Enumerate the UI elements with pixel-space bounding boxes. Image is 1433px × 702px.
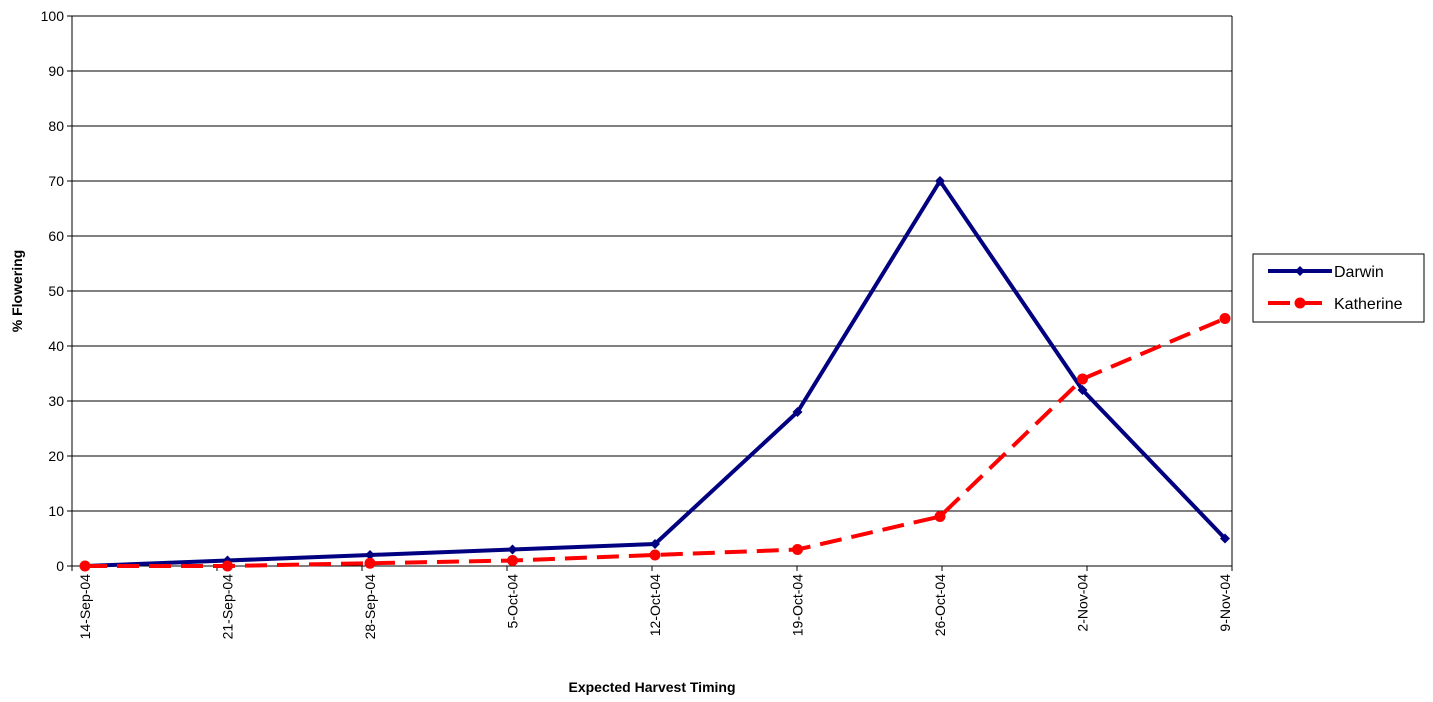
data-point-darwin — [365, 550, 375, 560]
y-tick-label: 30 — [48, 393, 64, 409]
gridlines — [72, 15, 1232, 512]
x-axis-title: Expected Harvest Timing — [568, 679, 735, 695]
data-point-darwin — [935, 176, 945, 186]
x-axis-ticks: 14-Sep-04 21-Sep-04 28-Sep-04 5-Oct-04 12-Oc… — [71, 566, 1233, 640]
data-point-darwin — [507, 544, 518, 555]
data-point-darwin — [650, 539, 660, 549]
data-point-darwin — [1077, 385, 1088, 395]
legend-marker-darwin — [1295, 266, 1305, 276]
y-tick-label: 70 — [48, 173, 64, 189]
y-tick-label: 80 — [48, 118, 64, 134]
data-point-katherine — [507, 555, 518, 566]
x-tick-label: 9-Nov-04 — [1217, 574, 1233, 632]
data-point-katherine — [934, 511, 946, 522]
data-point-katherine — [79, 560, 91, 572]
data-point-darwin — [792, 407, 803, 417]
data-point-katherine — [222, 560, 233, 572]
legend-label-darwin: Darwin — [1334, 264, 1384, 281]
series-line-darwin — [84, 177, 1227, 568]
y-tick-label: 60 — [48, 228, 64, 244]
y-tick-label: 40 — [48, 338, 64, 354]
y-tick-label: 20 — [48, 448, 64, 464]
legend-marker-katherine — [1294, 297, 1306, 309]
y-tick-label: 0 — [56, 558, 64, 574]
data-point-katherine — [792, 544, 803, 555]
series-line-katherine — [85, 316, 1226, 568]
legend-box — [1252, 253, 1425, 323]
x-tick-label: 5-Oct-04 — [505, 574, 521, 629]
data-point-katherine — [1077, 373, 1088, 385]
legend: Darwin Katherine — [1252, 253, 1425, 323]
y-tick-label: 90 — [48, 63, 64, 79]
y-tick-label: 10 — [48, 503, 64, 519]
y-axis-ticks: 0 10 20 30 40 50 60 70 80 90 100 — [41, 8, 72, 574]
legend-label-katherine: Katherine — [1334, 296, 1403, 313]
y-tick-label: 50 — [48, 283, 64, 299]
y-tick-label: 100 — [41, 8, 65, 24]
x-tick-label: 21-Sep-04 — [220, 574, 236, 640]
y-axis-title: % Flowering — [9, 250, 25, 332]
x-tick-label: 14-Sep-04 — [77, 574, 93, 640]
x-tick-label: 28-Sep-04 — [362, 574, 378, 640]
x-tick-label: 2-Nov-04 — [1075, 574, 1091, 632]
data-point-darwin — [1220, 533, 1230, 544]
data-point-katherine — [1219, 313, 1231, 324]
series-layer — [79, 176, 1231, 572]
x-tick-label: 26-Oct-04 — [932, 574, 948, 636]
x-tick-label: 19-Oct-04 — [790, 574, 806, 636]
data-point-katherine — [364, 557, 376, 569]
x-tick-label: 12-Oct-04 — [647, 574, 663, 636]
data-point-katherine — [649, 549, 661, 561]
